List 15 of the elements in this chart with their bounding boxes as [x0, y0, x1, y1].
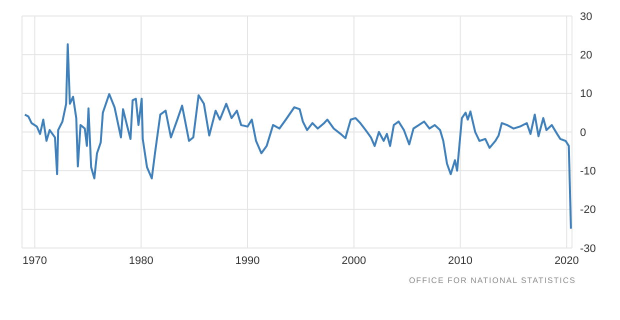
x-tick-label: 1970 [22, 254, 48, 267]
x-tick-label: 2000 [342, 254, 366, 267]
y-tick-label: 30 [580, 10, 592, 23]
y-tick-label: -10 [580, 166, 596, 178]
y-tick-label: -20 [580, 204, 596, 216]
x-tick-label: 2010 [448, 254, 473, 267]
line-series [24, 43, 572, 230]
x-tick-label: 1980 [128, 254, 154, 267]
x-tick-label: 2020 [554, 254, 579, 267]
x-tick-label: 1990 [235, 254, 260, 267]
y-tick-label: 20 [580, 50, 592, 62]
y-tick-label: -30 [580, 242, 596, 255]
y-tick-label: 0 [580, 126, 586, 139]
y-tick-label: 10 [580, 88, 592, 100]
text: OFFICE FOR NATIONAL STATISTICS [408, 276, 576, 285]
